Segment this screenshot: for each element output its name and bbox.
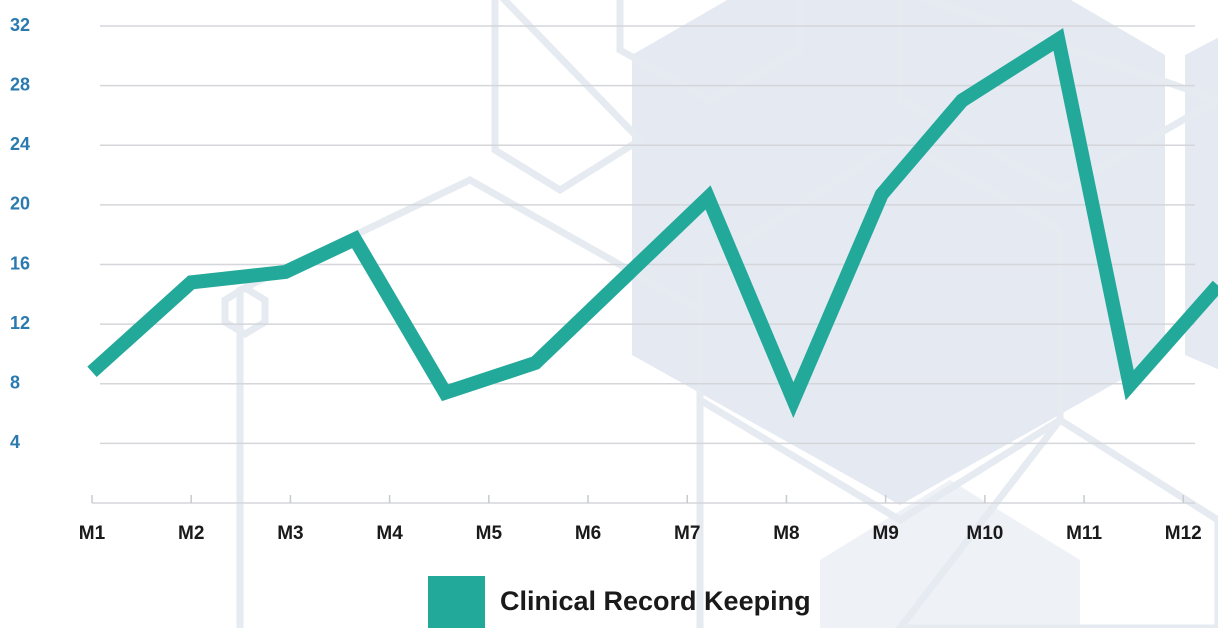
x-tick-label: M2 bbox=[178, 523, 204, 544]
x-tick-label: M9 bbox=[872, 523, 898, 544]
x-tick-label: M5 bbox=[476, 523, 503, 544]
y-tick-label: 24 bbox=[10, 134, 30, 154]
y-tick-label: 12 bbox=[10, 313, 30, 333]
y-tick-label: 8 bbox=[10, 373, 20, 393]
x-tick-label: M7 bbox=[674, 523, 700, 544]
y-tick-label: 28 bbox=[10, 74, 30, 94]
plot-area: 4 8 12 16 20 24 28 32 M1 M2 M3 M4 M5 M6 M7 M8 M9 M10 M11 M1… bbox=[10, 15, 1218, 544]
y-tick-label: 16 bbox=[10, 253, 30, 273]
x-tick-label: M11 bbox=[1066, 523, 1102, 544]
background-hexagon bbox=[896, 0, 1218, 195]
background-hexagon bbox=[632, 0, 1165, 505]
x-tick-label: M10 bbox=[966, 523, 1003, 544]
x-tick-label: M4 bbox=[376, 523, 403, 544]
x-tick-label: M3 bbox=[277, 523, 303, 544]
y-tick-label: 20 bbox=[10, 194, 30, 214]
x-tick-label: M6 bbox=[575, 523, 601, 544]
background-hexagon bbox=[616, 0, 804, 105]
background-hexagon bbox=[491, 0, 646, 195]
y-tick-label: 32 bbox=[10, 15, 30, 35]
legend-swatch bbox=[428, 576, 485, 628]
x-tick-label: M1 bbox=[79, 523, 106, 544]
background-hexagon bbox=[895, 415, 1218, 628]
series-line bbox=[87, 28, 1218, 419]
x-tick-label: M8 bbox=[773, 523, 799, 544]
legend-label: Clinical Record Keeping bbox=[500, 586, 811, 616]
x-tick-label: M12 bbox=[1165, 523, 1202, 544]
background-hexagon bbox=[236, 176, 704, 628]
background-hexagons bbox=[221, 0, 1218, 628]
background-hexagon bbox=[820, 480, 1080, 628]
background-hexagon bbox=[1185, 37, 1218, 370]
y-tick-label: 4 bbox=[10, 432, 20, 452]
background-hexagon bbox=[221, 283, 269, 339]
